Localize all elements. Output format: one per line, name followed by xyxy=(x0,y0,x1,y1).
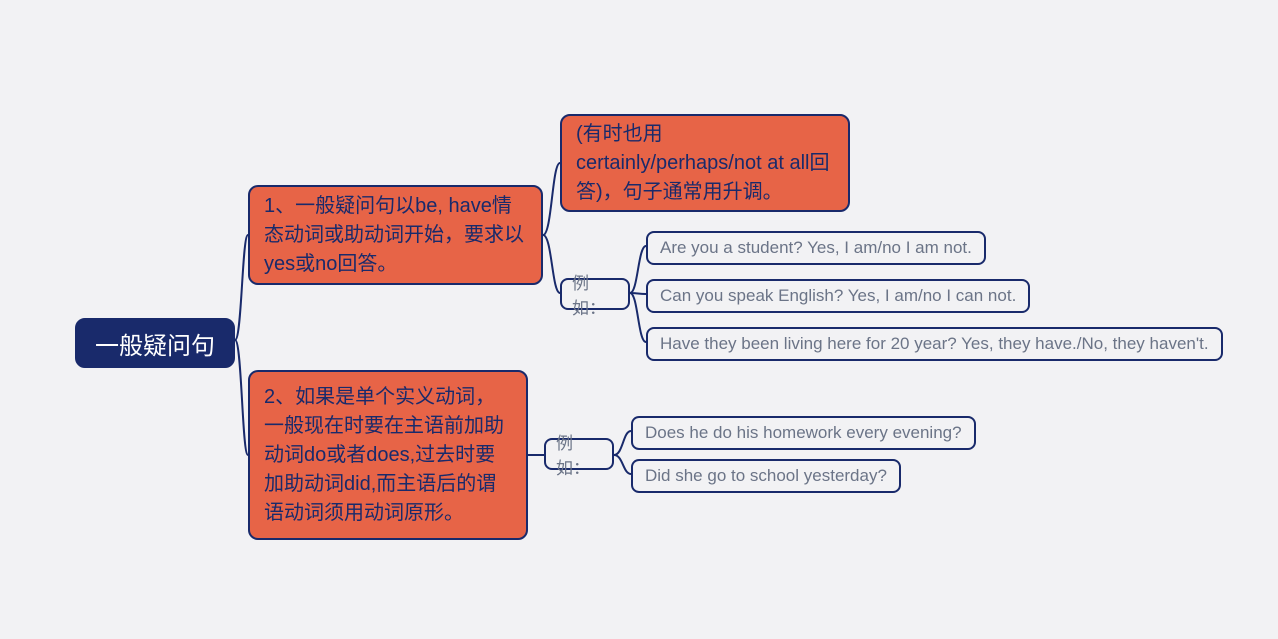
branch-1-example-2[interactable]: Can you speak English? Yes, I am/no I ca… xyxy=(646,279,1030,313)
branch-2-node[interactable]: 2、如果是单个实义动词，一般现在时要在主语前加助动词do或者does,过去时要加… xyxy=(248,370,528,540)
branch-2-ex2-text: Did she go to school yesterday? xyxy=(645,466,887,486)
branch-1-ex1-text: Are you a student? Yes, I am/no I am not… xyxy=(660,238,972,258)
branch-2-example-2[interactable]: Did she go to school yesterday? xyxy=(631,459,901,493)
branch-1-label-text: 例如： xyxy=(572,269,618,319)
branch-1-example-3[interactable]: Have they been living here for 20 year? … xyxy=(646,327,1223,361)
branch-1-example-label[interactable]: 例如： xyxy=(560,278,630,310)
branch-2-label-text: 例如： xyxy=(556,429,602,479)
branch-2-ex1-text: Does he do his homework every evening? xyxy=(645,423,962,443)
branch-1-node[interactable]: 1、一般疑问句以be, have情态动词或助动词开始，要求以yes或no回答。 xyxy=(248,185,543,285)
branch-1-text: 1、一般疑问句以be, have情态动词或助动词开始，要求以yes或no回答。 xyxy=(264,192,527,279)
branch-1-note-text: (有时也用certainly/perhaps/not at all回答)，句子通… xyxy=(576,120,834,207)
root-text: 一般疑问句 xyxy=(95,326,215,361)
root-node[interactable]: 一般疑问句 xyxy=(75,318,235,368)
branch-1-example-1[interactable]: Are you a student? Yes, I am/no I am not… xyxy=(646,231,986,265)
branch-2-example-1[interactable]: Does he do his homework every evening? xyxy=(631,416,976,450)
branch-1-ex2-text: Can you speak English? Yes, I am/no I ca… xyxy=(660,286,1016,306)
branch-1-note-node[interactable]: (有时也用certainly/perhaps/not at all回答)，句子通… xyxy=(560,114,850,212)
branch-2-example-label[interactable]: 例如： xyxy=(544,438,614,470)
branch-1-ex3-text: Have they been living here for 20 year? … xyxy=(660,334,1209,354)
branch-2-text: 2、如果是单个实义动词，一般现在时要在主语前加助动词do或者does,过去时要加… xyxy=(264,383,512,528)
